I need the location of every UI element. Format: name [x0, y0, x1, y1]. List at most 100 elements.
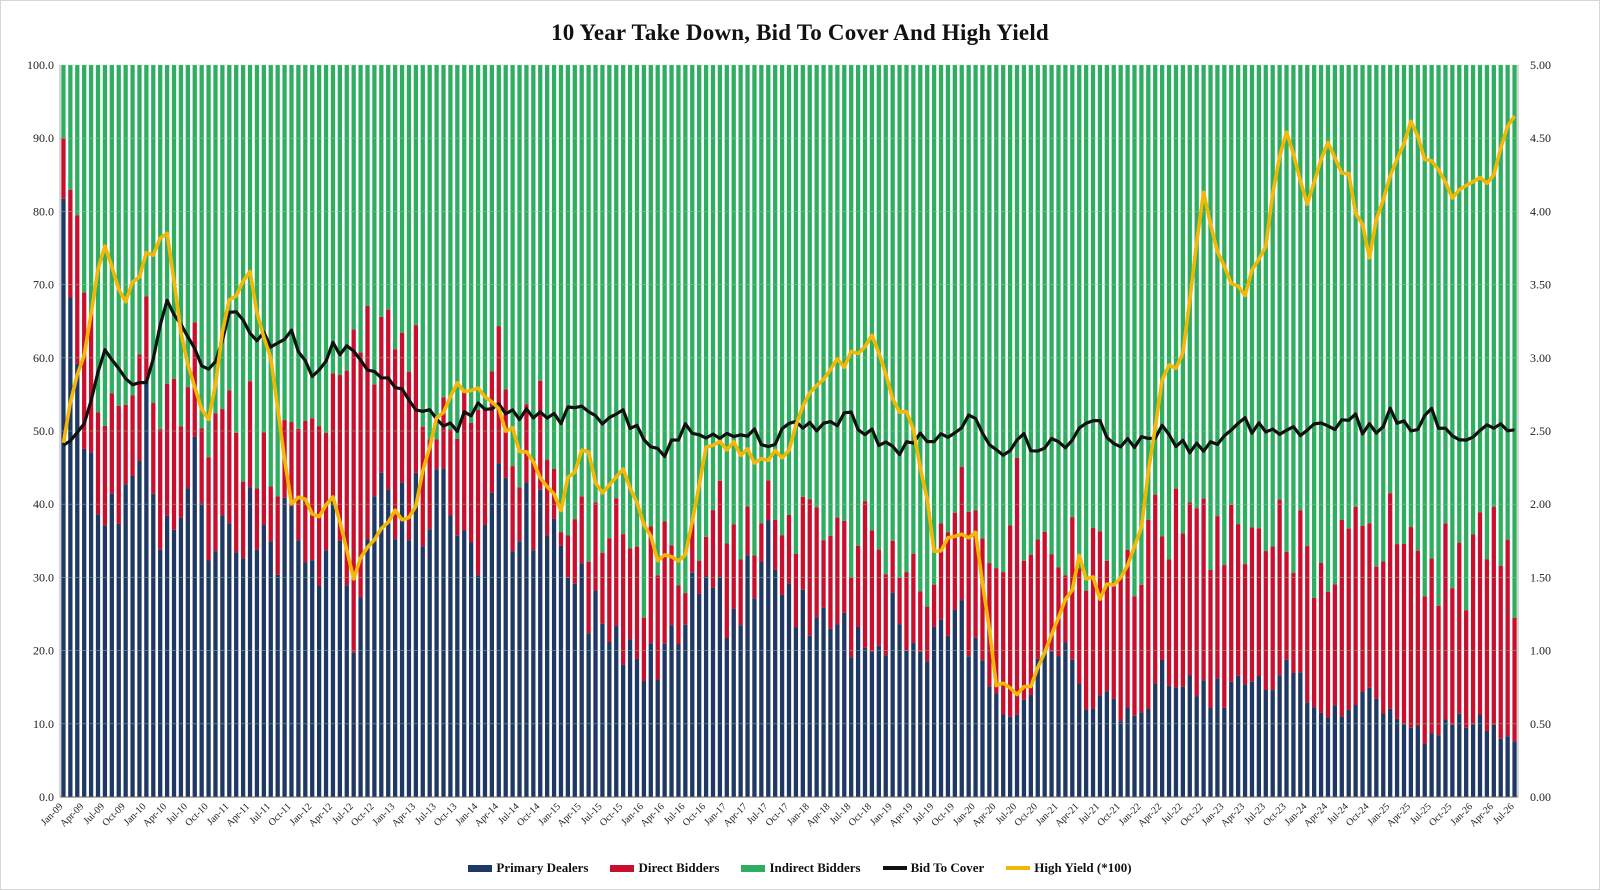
bar-direct-bidders	[1367, 523, 1372, 688]
bar-primary-dealers	[517, 541, 522, 797]
bar-indirect-bidders	[938, 65, 944, 524]
bar-indirect-bidders	[1090, 65, 1096, 529]
bar-primary-dealers	[365, 539, 370, 797]
bar-primary-dealers	[323, 550, 329, 797]
bar-direct-bidders	[538, 380, 543, 490]
bar-indirect-bidders	[1318, 65, 1324, 563]
bar-primary-dealers	[586, 633, 591, 797]
bar-primary-dealers	[662, 643, 667, 797]
bar-direct-bidders	[1007, 525, 1013, 717]
bar-direct-bidders	[973, 510, 978, 638]
bar-primary-dealers	[800, 589, 805, 797]
bar-primary-dealers	[697, 593, 702, 797]
bar-indirect-bidders	[1056, 65, 1061, 568]
bar-primary-dealers	[655, 679, 660, 797]
bar-indirect-bidders	[88, 65, 94, 315]
bar-direct-bidders	[102, 425, 108, 526]
bar-direct-bidders	[904, 572, 909, 651]
bar-indirect-bidders	[1125, 65, 1130, 550]
bar-primary-dealers	[634, 658, 640, 797]
bar-indirect-bidders	[973, 65, 978, 511]
bar-indirect-bidders	[593, 65, 598, 503]
bar-primary-dealers	[61, 198, 66, 798]
bar-direct-bidders	[821, 540, 826, 608]
bar-indirect-bidders	[1070, 65, 1075, 518]
legend-label: Indirect Bidders	[769, 860, 861, 875]
bar-indirect-bidders	[1173, 65, 1179, 489]
bar-indirect-bidders	[358, 65, 363, 353]
bar-direct-bidders	[1014, 457, 1020, 715]
bar-primary-dealers	[351, 652, 356, 797]
bar-indirect-bidders	[503, 65, 508, 390]
bar-primary-dealers	[1180, 686, 1186, 797]
bar-primary-dealers	[931, 626, 937, 797]
bar-direct-bidders	[890, 540, 895, 593]
bar-indirect-bidders	[1083, 65, 1089, 591]
bar-primary-dealers	[109, 493, 114, 797]
bar-direct-bidders	[1173, 488, 1179, 688]
bar-indirect-bidders	[634, 65, 640, 547]
bar-direct-bidders	[475, 410, 481, 576]
bar-indirect-bidders	[434, 65, 439, 440]
bar-direct-bidders	[365, 305, 370, 540]
bar-direct-bidders	[323, 432, 329, 551]
bar-primary-dealers	[1298, 672, 1303, 797]
bar-primary-dealers	[807, 635, 812, 797]
bar-direct-bidders	[918, 591, 923, 652]
bar-indirect-bidders	[849, 65, 854, 578]
bar-indirect-bidders	[897, 65, 902, 578]
x-tick-label: Oct-25	[1427, 801, 1454, 828]
bar-primary-dealers	[627, 639, 633, 797]
bar-direct-bidders	[261, 432, 266, 526]
bar-primary-dealers	[372, 496, 377, 797]
y-tick-label-left: 100.0	[27, 58, 54, 72]
bar-direct-bidders	[240, 481, 246, 559]
bar-indirect-bidders	[918, 65, 923, 592]
bar-indirect-bidders	[247, 65, 253, 382]
bar-primary-dealers	[752, 598, 757, 797]
bar-direct-bidders	[835, 517, 840, 625]
bar-primary-dealers	[1401, 724, 1407, 797]
lines-layer	[61, 115, 1517, 697]
bar-direct-bidders	[1318, 562, 1324, 713]
bar-direct-bidders	[621, 534, 626, 665]
x-tick-label: Apr-13	[390, 801, 418, 829]
bar-indirect-bidders	[1298, 65, 1303, 511]
bar-primary-dealers	[240, 558, 246, 797]
bar-indirect-bidders	[669, 65, 674, 546]
bar-direct-bidders	[61, 138, 66, 199]
bar-direct-bidders	[510, 466, 515, 552]
legend-swatch-indirect-bidders	[741, 864, 766, 872]
bar-indirect-bidders	[310, 65, 315, 419]
bar-direct-bidders	[441, 397, 446, 469]
bar-indirect-bidders	[855, 65, 861, 546]
bar-primary-dealers	[220, 515, 225, 797]
bar-direct-bidders	[676, 585, 681, 645]
bar-primary-dealers	[738, 625, 743, 797]
bar-indirect-bidders	[1222, 65, 1227, 566]
bar-primary-dealers	[68, 297, 73, 797]
bar-direct-bidders	[1028, 554, 1033, 695]
bar-primary-dealers	[545, 535, 550, 797]
bar-direct-bidders	[1464, 610, 1469, 728]
bar-direct-bidders	[344, 370, 349, 586]
bar-primary-dealers	[600, 623, 605, 797]
bar-primary-dealers	[1436, 735, 1441, 797]
bar-primary-dealers	[531, 550, 536, 797]
bar-indirect-bidders	[1139, 65, 1144, 585]
bar-primary-dealers	[330, 496, 336, 797]
bar-direct-bidders	[579, 496, 584, 564]
bar-indirect-bidders	[1166, 65, 1172, 560]
bar-direct-bidders	[627, 548, 633, 640]
bar-indirect-bidders	[1104, 65, 1109, 561]
bar-primary-dealers	[247, 487, 253, 797]
bar-direct-bidders	[1242, 564, 1248, 685]
chart-title: 10 Year Take Down, Bid To Cover And High…	[551, 20, 1049, 45]
bar-indirect-bidders	[82, 65, 87, 293]
bar-direct-bidders	[607, 538, 612, 643]
bar-indirect-bidders	[697, 65, 702, 561]
bar-indirect-bidders	[745, 65, 750, 507]
bar-primary-dealers	[337, 540, 342, 797]
bar-primary-dealers	[303, 562, 308, 797]
bar-indirect-bidders	[109, 65, 114, 394]
